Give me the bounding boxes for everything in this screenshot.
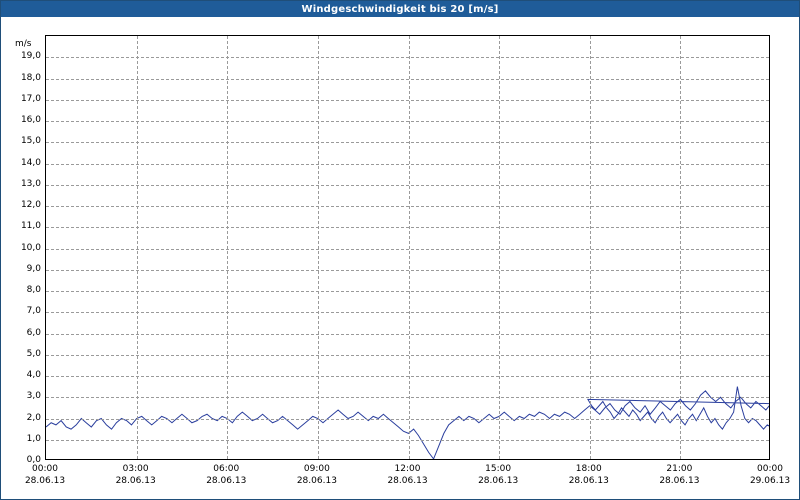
x-tick-date: 29.06.13 xyxy=(749,476,791,486)
y-axis-tick-label: 1,0 xyxy=(26,433,41,444)
gridline-horizontal xyxy=(46,248,769,250)
x-tick-time: 03:00 xyxy=(122,464,149,474)
gridline-horizontal xyxy=(46,78,769,80)
gridline-horizontal xyxy=(46,227,769,229)
x-tick-time: 15:00 xyxy=(485,464,512,474)
x-tick-time: 09:00 xyxy=(303,464,330,474)
y-axis-tick-label: 6,0 xyxy=(26,327,41,338)
y-axis-tick-label: 17,0 xyxy=(20,93,41,104)
x-axis-tick-label: 00:00 29.06.13 xyxy=(750,463,790,487)
gridline-horizontal xyxy=(46,439,769,441)
series-line-windspeed xyxy=(46,387,770,459)
y-axis-tick-label: 3,0 xyxy=(26,391,41,402)
y-axis-tick-label: 15,0 xyxy=(20,136,41,147)
y-axis-tick-label: 11,0 xyxy=(20,221,41,232)
y-axis-tick-label: 14,0 xyxy=(20,157,41,168)
x-tick-date: 28.06.13 xyxy=(296,476,337,486)
x-axis-tick-label: 12:00 28.06.13 xyxy=(387,463,427,487)
x-tick-time: 00:00 xyxy=(757,464,783,474)
gridline-vertical xyxy=(227,36,229,459)
gridline-horizontal xyxy=(46,376,769,377)
y-axis-tick-label: 13,0 xyxy=(20,178,41,189)
y-axis-tick-label: 4,0 xyxy=(26,370,41,380)
y-axis-tick-label: 2,0 xyxy=(26,412,41,423)
y-axis-tick-labels: 0,0 1,0 2,0 3,0 4,0 5,0 6,0 7,0 8,0 9,0 10,0 11,0 12… xyxy=(1,35,41,465)
gridline-horizontal xyxy=(46,57,769,59)
x-tick-time: 21:00 xyxy=(666,464,693,474)
x-tick-time: 18:00 xyxy=(575,464,602,474)
plot-canvas xyxy=(45,35,770,460)
y-axis-tick-label: 18,0 xyxy=(20,72,41,83)
gridline-vertical xyxy=(317,36,319,459)
gridline-vertical xyxy=(136,36,138,459)
gridline-vertical xyxy=(499,36,501,459)
x-tick-date: 28.06.13 xyxy=(387,476,428,486)
x-axis-tick-label: 15:00 28.06.13 xyxy=(478,463,518,487)
gridline-vertical xyxy=(589,36,591,459)
gridline-horizontal xyxy=(46,184,769,186)
x-tick-date: 28.06.13 xyxy=(206,476,247,486)
gridline-horizontal xyxy=(46,397,769,399)
gridline-horizontal xyxy=(46,99,769,101)
gridline-horizontal xyxy=(46,312,769,314)
y-axis-tick-label: 19,0 xyxy=(20,51,41,62)
plot-area xyxy=(45,35,770,460)
x-axis-tick-label: 18:00 28.06.13 xyxy=(569,463,609,487)
x-tick-date: 28.06.13 xyxy=(659,476,700,486)
gridline-horizontal xyxy=(46,354,769,356)
y-axis-tick-label: 12,0 xyxy=(20,200,41,210)
gridline-horizontal xyxy=(46,269,769,271)
gridline-horizontal xyxy=(46,333,769,335)
x-tick-date: 28.06.13 xyxy=(568,476,609,486)
gridline-vertical xyxy=(408,36,410,459)
x-tick-date: 28.06.13 xyxy=(24,476,66,486)
x-tick-date: 28.06.13 xyxy=(115,476,156,486)
x-axis-tick-label: 21:00 28.06.13 xyxy=(659,463,699,487)
gridline-horizontal xyxy=(46,121,769,122)
x-axis-tick-label: 00:00 28.06.13 xyxy=(25,463,65,487)
gridline-horizontal xyxy=(46,418,769,420)
y-axis-tick-label: 16,0 xyxy=(20,115,41,125)
gridline-horizontal xyxy=(46,163,769,165)
x-tick-time: 00:00 xyxy=(32,464,58,474)
y-axis-tick-label: 0,0 xyxy=(26,455,41,465)
x-tick-time: 12:00 xyxy=(394,464,421,474)
x-tick-time: 06:00 xyxy=(213,464,240,474)
x-axis-tick-label: 06:00 28.06.13 xyxy=(206,463,246,487)
x-tick-date: 28.06.13 xyxy=(478,476,519,486)
gridline-horizontal xyxy=(46,142,769,144)
y-axis-tick-label: 8,0 xyxy=(26,285,41,295)
y-axis-tick-label: 10,0 xyxy=(20,242,41,253)
y-axis-tick-label: 9,0 xyxy=(26,263,41,274)
y-axis-tick-label: 5,0 xyxy=(26,348,41,359)
gridline-horizontal xyxy=(46,206,769,207)
x-axis-tick-label: 09:00 28.06.13 xyxy=(297,463,337,487)
window-title-bar: Windgeschwindigkeit bis 20 [m/s] xyxy=(1,1,799,17)
y-axis-unit-label: m/s xyxy=(15,39,32,49)
gridline-vertical xyxy=(680,36,682,459)
x-axis-tick-labels: 00:00 28.06.13 03:00 28.06.13 06:00 28.06.13 0… xyxy=(25,463,790,493)
wind-speed-line xyxy=(46,36,770,460)
x-axis-tick-label: 03:00 28.06.13 xyxy=(116,463,156,487)
y-axis-tick-label: 7,0 xyxy=(26,306,41,317)
page-title: Windgeschwindigkeit bis 20 [m/s] xyxy=(301,3,499,15)
gridline-horizontal xyxy=(46,291,769,292)
